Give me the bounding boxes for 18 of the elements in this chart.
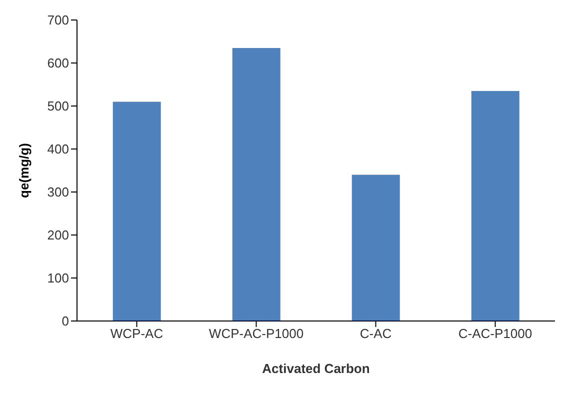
y-tick-label: 300 [47, 184, 69, 200]
y-tick-label: 0 [62, 314, 69, 329]
y-axis-title: qe(mg/g) [16, 143, 32, 198]
y-tick-label: 700 [47, 12, 69, 28]
y-tick-label: 400 [47, 142, 69, 157]
bar [352, 174, 400, 321]
x-axis-title: Activated Carbon [262, 361, 370, 376]
y-tick-label: 500 [47, 98, 69, 114]
y-tick-label: 600 [47, 56, 69, 71]
x-tick-label: WCP-AC [110, 326, 164, 342]
y-tick-label: 200 [47, 228, 69, 243]
y-tick-label: 100 [47, 270, 69, 286]
bar [232, 48, 280, 321]
bar [471, 90, 520, 321]
x-tick-label: WCP-AC-P1000 [208, 326, 304, 342]
x-tick-label: C-AC-P1000 [458, 326, 532, 342]
bar [112, 102, 161, 321]
x-tick-label: C-AC [360, 326, 392, 342]
